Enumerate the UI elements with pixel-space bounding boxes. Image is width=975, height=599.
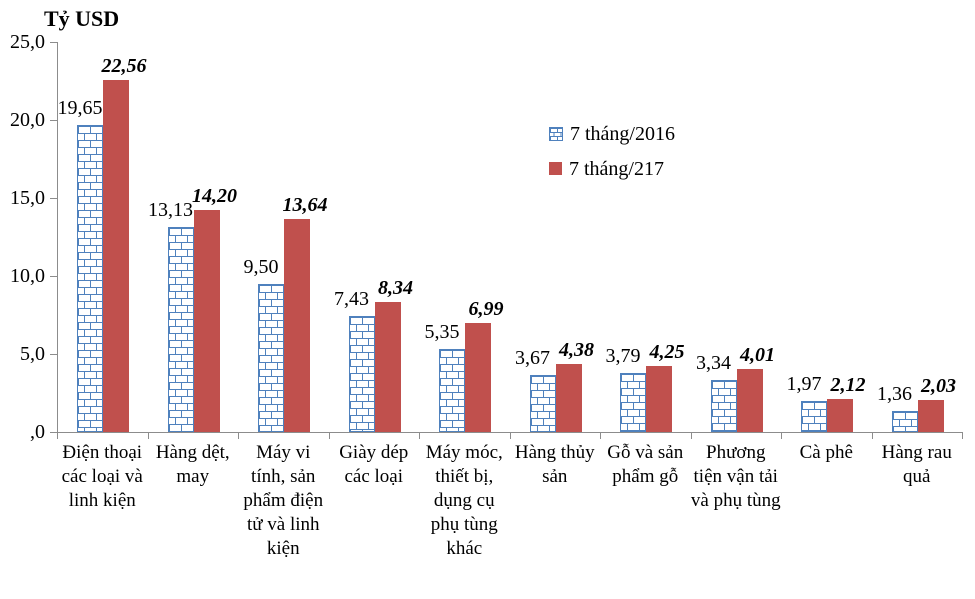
bar-2016-3 [258, 283, 284, 432]
x-axis-tick [509, 433, 511, 439]
bar-value-label: 22,56 [101, 55, 147, 78]
x-category-label: Hàng dệt, may [155, 442, 230, 487]
x-axis-tick [147, 433, 149, 439]
x-category-label: Điện thoại các loại và linh kiện [61, 442, 143, 511]
y-axis-tick-label: 15,0 [10, 187, 45, 209]
x-axis-tick [419, 433, 420, 439]
bar-value-label: 1,36 [877, 382, 912, 405]
bar-2017-1 [103, 80, 129, 432]
bar-value-label: 7,43 [334, 288, 369, 311]
x-category-label: Giày dép các loại [339, 442, 409, 487]
y-axis-title: Tỷ USD [44, 6, 120, 31]
bar-value-label: 4,01 [740, 344, 775, 367]
bar-2016-4 [348, 316, 375, 432]
y-axis-tick [50, 276, 57, 277]
legend-swatch-2017-solid-icon [549, 162, 562, 175]
bar-value-label: 8,34 [378, 276, 413, 299]
x-category-label: Hàng rau quả [881, 442, 952, 487]
bar-value-label: 2,03 [921, 375, 956, 398]
bar-2016-1 [77, 125, 103, 432]
bar-2017-5 [465, 322, 491, 432]
x-category-label: Gỗ và sản phẩm gỗ [607, 442, 684, 487]
x-category-label: Phương tiện vận tải và phụ tùng [690, 442, 781, 511]
bar-value-label: 19,65 [57, 97, 103, 120]
bar-2016-6 [529, 374, 556, 432]
legend-item-2016: 7 tháng/2016 [549, 116, 675, 151]
x-axis-tick [781, 433, 782, 439]
y-axis-tick-label: 25,0 [10, 31, 45, 53]
bar-2017-8 [736, 369, 763, 432]
legend: 7 tháng/2016 7 tháng/217 [549, 116, 675, 186]
y-axis-tick [50, 432, 57, 433]
bar-value-label: 3,34 [696, 351, 731, 374]
x-axis-tick [871, 433, 873, 439]
legend-label-2017: 7 tháng/217 [569, 157, 664, 180]
bar-value-label: 3,67 [515, 346, 550, 369]
bar-value-label: 2,12 [830, 373, 866, 396]
bar-2017-7 [646, 365, 672, 432]
bar-2016-10 [891, 410, 918, 432]
x-category-label: Cà phê [799, 442, 853, 463]
bar-value-label: 9,50 [243, 255, 279, 278]
bar-2016-9 [801, 401, 827, 432]
bar-value-label: 4,25 [649, 340, 685, 363]
bar-2017-2 [193, 210, 220, 432]
bar-value-label: 14,20 [192, 185, 237, 208]
bar-value-label: 3,79 [605, 344, 641, 367]
bar-2017-10 [917, 400, 944, 432]
bar-2017-6 [555, 363, 582, 432]
bar-value-label: 13,13 [148, 199, 193, 222]
x-axis-tick [328, 433, 330, 439]
bar-2016-5 [439, 348, 465, 432]
x-axis-tick [600, 433, 601, 439]
bar-2017-3 [284, 219, 310, 432]
legend-label-2016: 7 tháng/2016 [570, 122, 675, 145]
y-axis-line [57, 42, 58, 432]
bar-2017-4 [374, 301, 401, 432]
y-axis-tick-label: 20,0 [10, 109, 45, 131]
y-axis-tick [50, 354, 57, 355]
y-axis-tick [50, 120, 57, 121]
legend-item-2017: 7 tháng/217 [549, 151, 675, 186]
bar-value-label: 1,97 [786, 373, 822, 396]
x-axis-tick [238, 433, 239, 439]
y-axis-tick-label: 5,0 [20, 343, 45, 365]
bar-2016-8 [710, 379, 737, 432]
y-axis-tick-label: ,0 [30, 421, 45, 443]
bar-value-label: 5,35 [424, 320, 460, 343]
y-axis-tick-label: 10,0 [10, 265, 45, 287]
y-axis-tick [50, 198, 57, 199]
x-category-label: Máy móc, thiết bị, dụng cụ phụ tùng khác [425, 442, 503, 559]
bar-2017-9 [827, 398, 853, 432]
x-axis-tick [690, 433, 692, 439]
bar-value-label: 6,99 [468, 297, 504, 320]
legend-swatch-2016-brick-icon [549, 126, 563, 141]
bar-value-label: 4,38 [559, 338, 594, 361]
x-category-label: Máy vi tính, sản phẩm điện tử và linh ki… [243, 442, 324, 559]
x-category-label: Hàng thủy sản [514, 442, 595, 487]
x-axis-line [57, 432, 963, 433]
y-axis-tick [50, 42, 57, 43]
bar-2016-2 [167, 227, 194, 432]
x-axis-tick [57, 433, 58, 439]
bar-2016-7 [620, 372, 646, 432]
x-axis-tick [962, 433, 963, 439]
bar-value-label: 13,64 [282, 194, 328, 217]
